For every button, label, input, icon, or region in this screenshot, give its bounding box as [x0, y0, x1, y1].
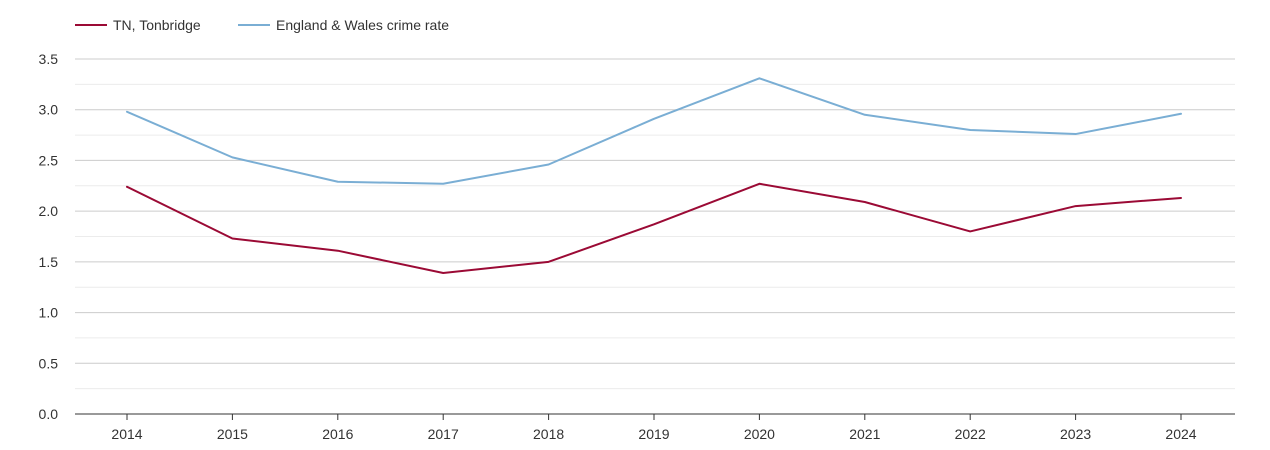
y-tick-label: 0.0 [39, 406, 59, 422]
x-tick-label: 2017 [428, 426, 459, 442]
y-tick-label: 1.5 [39, 254, 59, 270]
x-tick-label: 2014 [111, 426, 142, 442]
legend-label-england-wales: England & Wales crime rate [276, 17, 449, 33]
y-tick-label: 2.0 [39, 203, 59, 219]
series-line-tn-tonbridge [126, 182, 1182, 275]
x-tick-label: 2019 [638, 426, 669, 442]
y-tick-label: 3.0 [39, 102, 59, 118]
y-tick-label: 3.5 [39, 51, 59, 67]
grid-lines [75, 58, 1235, 390]
x-tick-label: 2020 [744, 426, 775, 442]
y-axis: 0.0 0.5 1.0 1.5 2.0 2.5 3.0 3.5 [39, 51, 59, 422]
y-tick-label: 2.5 [39, 152, 59, 168]
x-tick-label: 2021 [849, 426, 880, 442]
x-tick-label: 2023 [1060, 426, 1091, 442]
series-lines [126, 77, 1182, 275]
legend-label-tn-tonbridge: TN, Tonbridge [113, 17, 201, 33]
x-tick-label: 2018 [533, 426, 564, 442]
x-tick-label: 2022 [955, 426, 986, 442]
x-tick-label: 2016 [322, 426, 353, 442]
x-tick-label: 2024 [1165, 426, 1196, 442]
series-line-england-wales-crime-rate [126, 77, 1182, 185]
x-tick-label: 2015 [217, 426, 248, 442]
x-axis: 2014 2015 2016 2017 2018 2019 2020 2021 2022 2023… [75, 413, 1235, 442]
y-tick-label: 0.5 [39, 355, 59, 371]
y-tick-label: 1.0 [39, 305, 59, 321]
legend: TN, Tonbridge England & Wales crime rate [75, 17, 449, 33]
